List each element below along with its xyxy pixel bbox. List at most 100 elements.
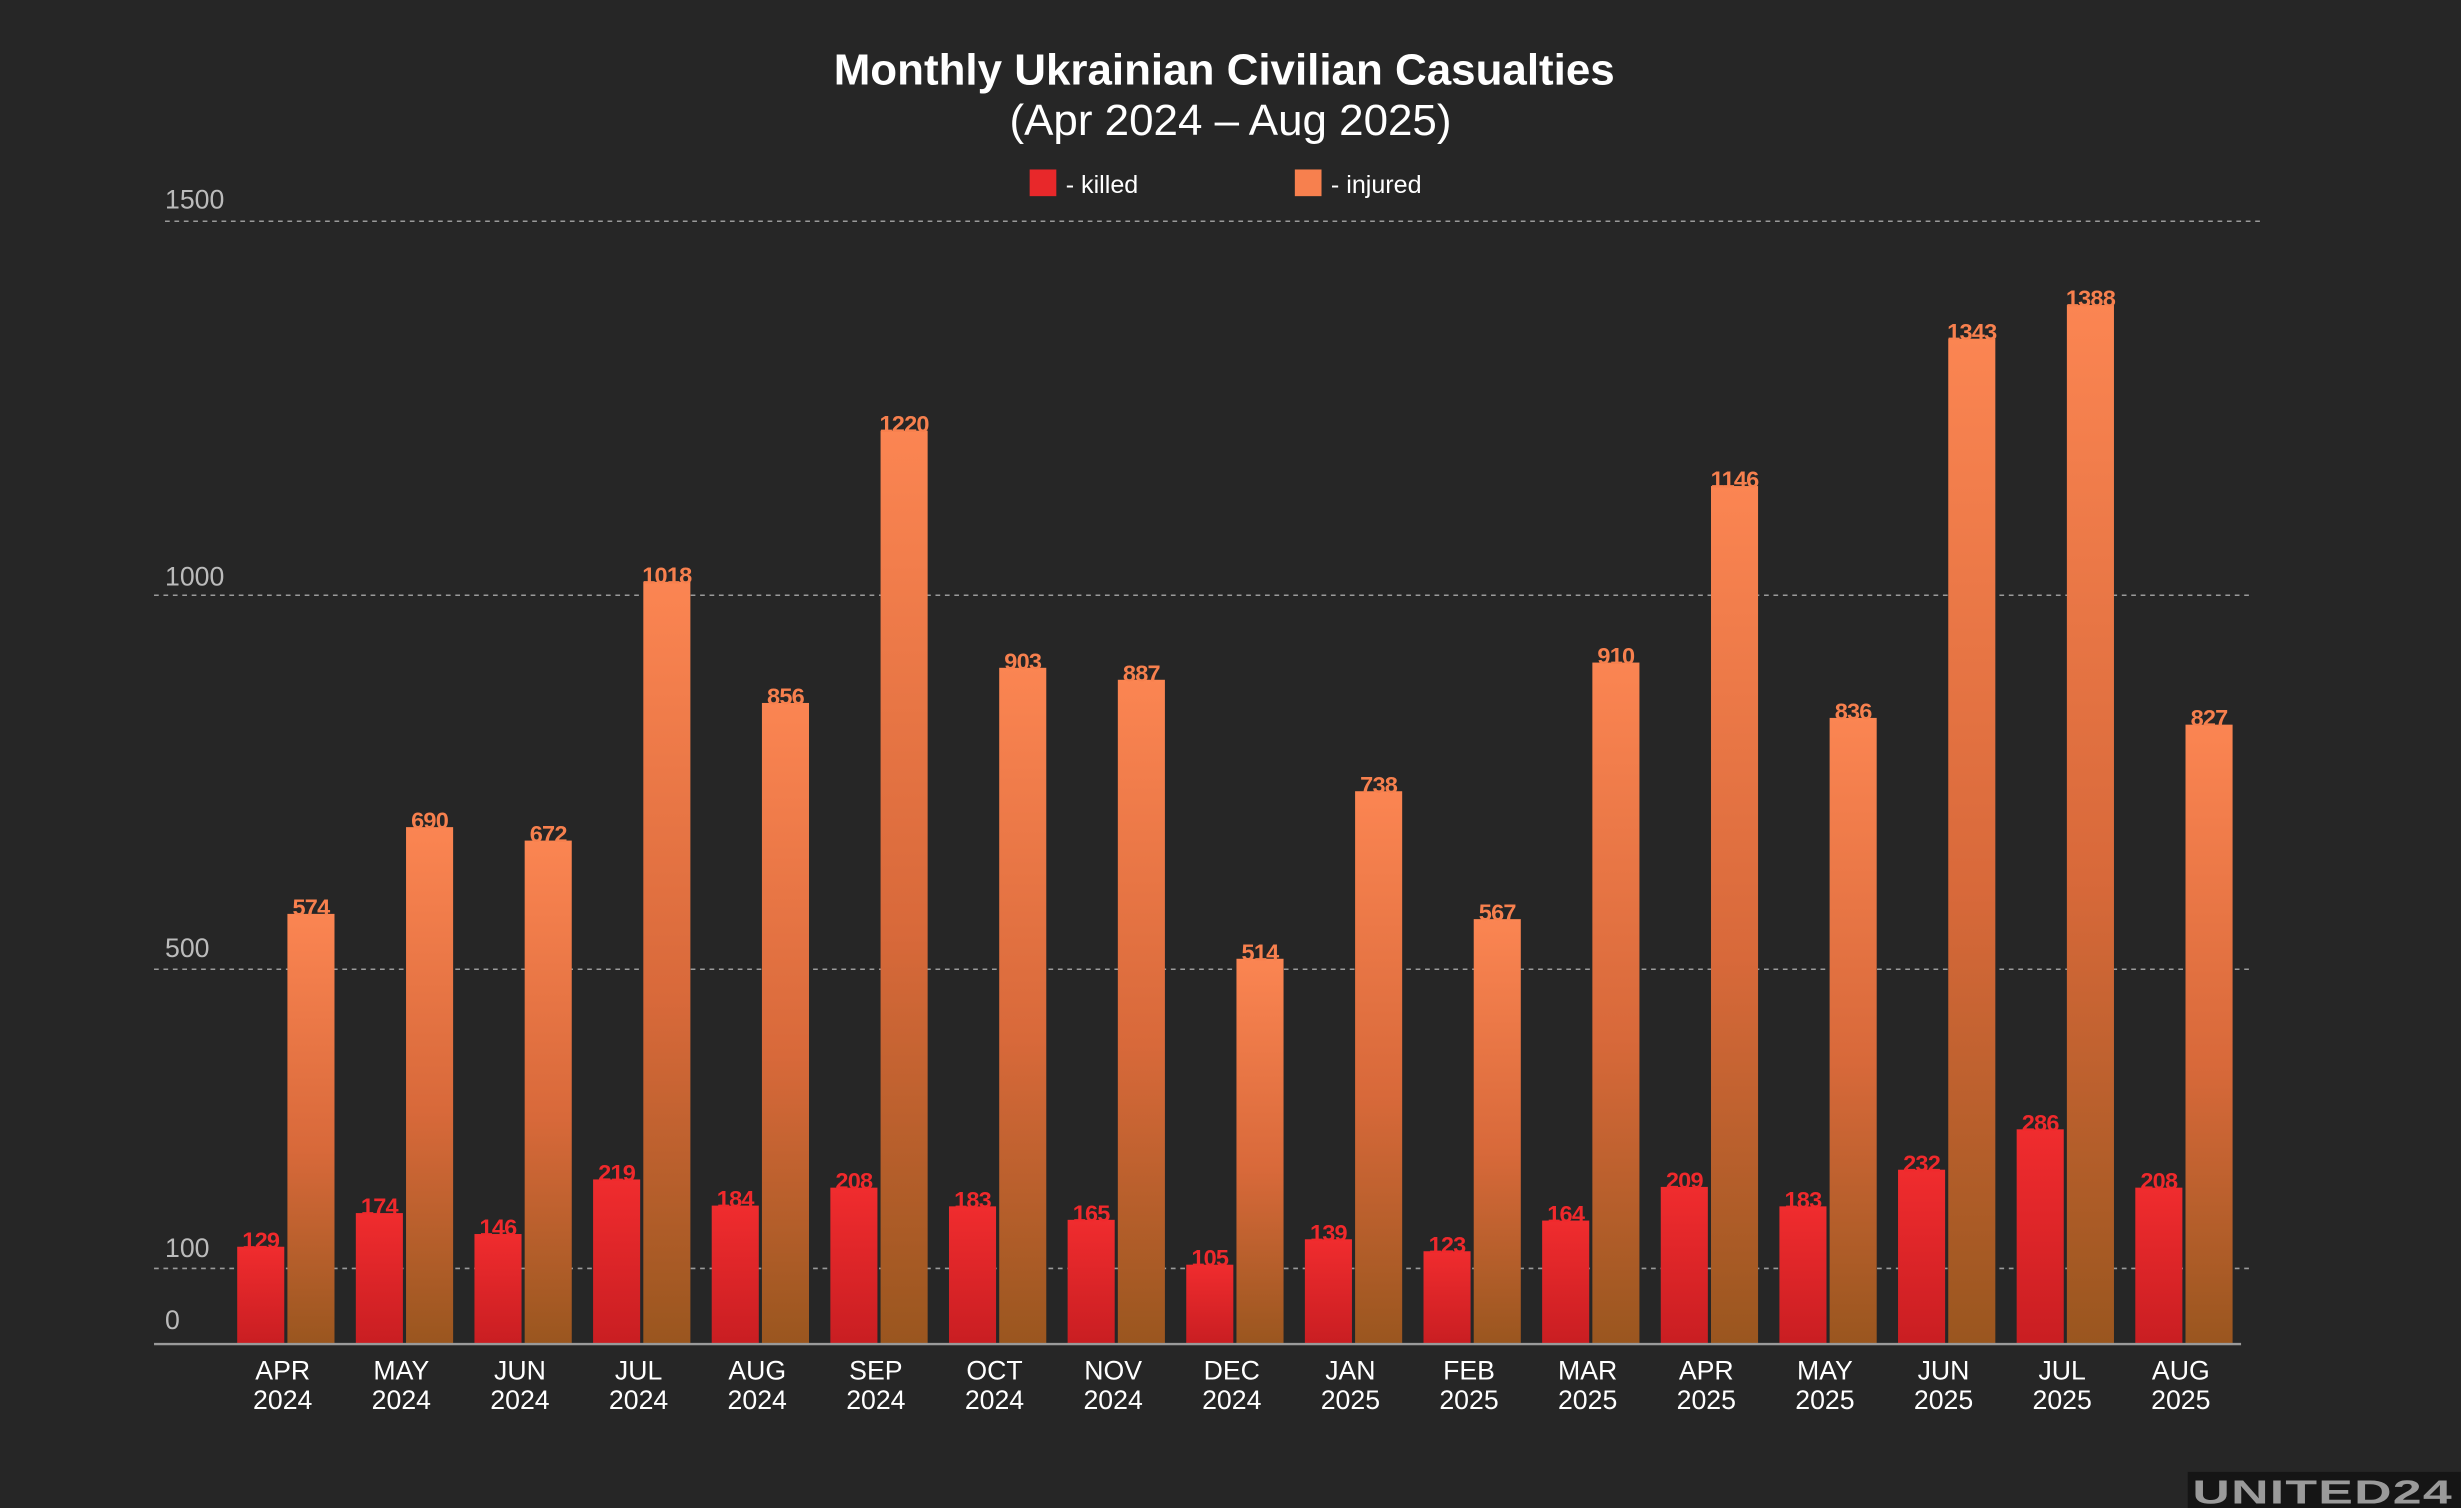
bar-injured bbox=[1710, 486, 1759, 1344]
value-label-injured: 672 bbox=[530, 821, 568, 847]
bar-killed bbox=[2016, 1129, 2064, 1344]
value-label-injured: 903 bbox=[1004, 648, 1042, 674]
bar-injured bbox=[880, 430, 928, 1344]
bar-injured bbox=[2066, 305, 2114, 1344]
x-tick-month: MAY bbox=[1797, 1355, 1853, 1385]
value-label-injured: 1220 bbox=[880, 411, 930, 437]
bar-killed bbox=[830, 1187, 878, 1344]
value-label-injured: 514 bbox=[1242, 939, 1280, 965]
value-label-killed: 105 bbox=[1191, 1245, 1229, 1271]
value-label-killed: 129 bbox=[242, 1227, 280, 1253]
bar-killed bbox=[237, 1246, 285, 1344]
y-tick-label: 0 bbox=[165, 1305, 180, 1335]
united24-logo: UNITED24 bbox=[2187, 1471, 2461, 1508]
bar-injured bbox=[761, 702, 810, 1344]
bar-killed bbox=[1304, 1239, 1352, 1344]
value-label-killed: 232 bbox=[1903, 1150, 1941, 1176]
x-tick-year: 2025 bbox=[2033, 1385, 2092, 1415]
x-tick-month: JUN bbox=[1918, 1355, 1970, 1385]
bar-killed bbox=[1660, 1186, 1708, 1344]
x-tick-month: APR bbox=[1679, 1355, 1734, 1385]
bar-injured bbox=[524, 840, 572, 1344]
bar-injured bbox=[1236, 958, 1284, 1344]
legend: - killed - injured bbox=[1029, 169, 1422, 199]
value-label-injured: 574 bbox=[293, 894, 331, 920]
bar-killed bbox=[474, 1234, 522, 1344]
value-label-killed: 184 bbox=[717, 1186, 755, 1212]
value-label-killed: 183 bbox=[1784, 1187, 1822, 1213]
legend-swatch-killed bbox=[1029, 169, 1057, 197]
bar-injured bbox=[1829, 717, 1877, 1344]
bar-killed bbox=[1423, 1251, 1471, 1344]
x-tick-year: 2025 bbox=[2151, 1385, 2210, 1415]
x-tick-month: FEB bbox=[1443, 1355, 1495, 1385]
value-label-killed: 174 bbox=[361, 1194, 399, 1220]
value-label-injured: 1388 bbox=[2066, 286, 2116, 312]
value-label-injured: 690 bbox=[411, 808, 449, 834]
value-label-injured: 1146 bbox=[1711, 467, 1760, 493]
legend-label-injured: - injured bbox=[1331, 171, 1422, 199]
x-tick-year: 2024 bbox=[728, 1385, 787, 1415]
value-label-killed: 123 bbox=[1429, 1232, 1467, 1258]
value-label-injured: 567 bbox=[1479, 900, 1517, 926]
x-tick-year: 2024 bbox=[1202, 1385, 1261, 1415]
x-tick-year: 2024 bbox=[490, 1385, 549, 1415]
bar-killed bbox=[1898, 1169, 1946, 1344]
x-tick-year: 2024 bbox=[846, 1385, 905, 1415]
value-label-injured: 1018 bbox=[642, 562, 692, 588]
x-tick-month: JUL bbox=[2038, 1355, 2085, 1385]
x-tick-month: JUN bbox=[494, 1355, 546, 1385]
bars: 129 574 174 690 146 672 219 1018 184 856 208 1220 18… bbox=[237, 286, 2233, 1344]
value-label-injured: 738 bbox=[1360, 772, 1398, 798]
value-label-injured: 856 bbox=[767, 684, 805, 710]
value-label-killed: 286 bbox=[2022, 1110, 2060, 1136]
value-label-killed: 208 bbox=[835, 1168, 873, 1194]
x-axis: APR2024MAY2024JUN2024JUL2024AUG2024SEP20… bbox=[253, 1355, 2210, 1415]
x-tick-month: MAY bbox=[373, 1355, 429, 1385]
legend-label-killed: - killed bbox=[1066, 171, 1139, 199]
x-tick-month: JUL bbox=[615, 1355, 662, 1385]
bar-injured bbox=[2185, 724, 2233, 1344]
value-label-killed: 146 bbox=[480, 1215, 518, 1241]
bar-injured bbox=[643, 581, 691, 1344]
value-label-injured: 910 bbox=[1597, 643, 1635, 669]
bar-injured bbox=[1473, 919, 1521, 1344]
value-label-killed: 219 bbox=[598, 1160, 636, 1186]
bar-killed bbox=[1186, 1264, 1234, 1344]
chart-subtitle: (Apr 2024 – Aug 2025) bbox=[1009, 96, 1451, 145]
x-tick-month: NOV bbox=[1084, 1355, 1142, 1385]
value-label-killed: 139 bbox=[1310, 1220, 1348, 1246]
bar-killed bbox=[2135, 1187, 2183, 1344]
x-tick-year: 2024 bbox=[609, 1385, 668, 1415]
x-tick-year: 2024 bbox=[1083, 1385, 1142, 1415]
value-label-killed: 165 bbox=[1073, 1200, 1111, 1226]
bar-injured bbox=[999, 667, 1047, 1344]
y-tick-label: 1500 bbox=[165, 185, 224, 215]
value-label-killed: 209 bbox=[1666, 1167, 1704, 1193]
bar-killed bbox=[1779, 1206, 1827, 1344]
x-tick-year: 2025 bbox=[1914, 1385, 1973, 1415]
svg-text:UNITED24: UNITED24 bbox=[2192, 1473, 2452, 1508]
x-tick-year: 2024 bbox=[253, 1385, 312, 1415]
x-tick-year: 2025 bbox=[1321, 1385, 1380, 1415]
bar-killed bbox=[1067, 1219, 1115, 1344]
x-tick-year: 2025 bbox=[1439, 1385, 1498, 1415]
x-tick-month: DEC bbox=[1204, 1355, 1260, 1385]
bar-injured bbox=[287, 913, 335, 1344]
x-tick-month: SEP bbox=[849, 1355, 902, 1385]
bar-injured bbox=[1948, 338, 1996, 1344]
y-tick-label: 100 bbox=[165, 1233, 209, 1263]
value-label-injured: 827 bbox=[2191, 705, 2229, 731]
y-axis: 0 100 500 1000 1500 bbox=[165, 185, 224, 1335]
y-tick-label: 500 bbox=[165, 933, 209, 963]
value-label-killed: 208 bbox=[2140, 1168, 2178, 1194]
legend-swatch-injured bbox=[1294, 169, 1322, 197]
bar-killed bbox=[593, 1179, 641, 1344]
x-tick-month: AUG bbox=[2152, 1355, 2210, 1385]
bar-injured bbox=[1592, 662, 1640, 1344]
bar-injured bbox=[1355, 791, 1403, 1344]
value-label-killed: 164 bbox=[1547, 1201, 1585, 1227]
x-tick-year: 2025 bbox=[1795, 1385, 1854, 1415]
bar-killed bbox=[355, 1213, 403, 1344]
